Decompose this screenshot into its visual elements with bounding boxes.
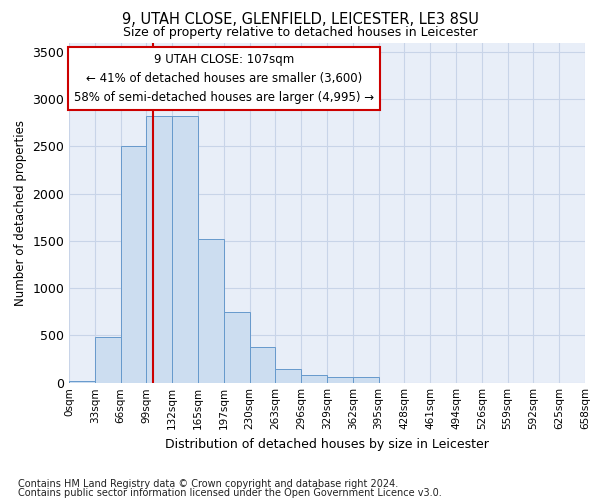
Bar bbox=[301, 376, 327, 382]
Bar bbox=[224, 312, 250, 382]
Bar bbox=[69, 380, 95, 382]
X-axis label: Distribution of detached houses by size in Leicester: Distribution of detached houses by size … bbox=[165, 438, 489, 451]
Text: Contains HM Land Registry data © Crown copyright and database right 2024.: Contains HM Land Registry data © Crown c… bbox=[18, 479, 398, 489]
Bar bbox=[275, 370, 301, 382]
Text: 9, UTAH CLOSE, GLENFIELD, LEICESTER, LE3 8SU: 9, UTAH CLOSE, GLENFIELD, LEICESTER, LE3… bbox=[122, 12, 478, 28]
Bar bbox=[121, 146, 146, 382]
Bar bbox=[146, 116, 172, 382]
Bar bbox=[327, 378, 353, 382]
Bar bbox=[95, 337, 121, 382]
Text: 9 UTAH CLOSE: 107sqm
← 41% of detached houses are smaller (3,600)
58% of semi-de: 9 UTAH CLOSE: 107sqm ← 41% of detached h… bbox=[74, 52, 374, 104]
Text: Size of property relative to detached houses in Leicester: Size of property relative to detached ho… bbox=[122, 26, 478, 39]
Y-axis label: Number of detached properties: Number of detached properties bbox=[14, 120, 27, 306]
Text: Contains public sector information licensed under the Open Government Licence v3: Contains public sector information licen… bbox=[18, 488, 442, 498]
Bar bbox=[250, 346, 275, 382]
Bar bbox=[172, 116, 198, 382]
Bar bbox=[353, 378, 379, 382]
Bar bbox=[198, 239, 224, 382]
